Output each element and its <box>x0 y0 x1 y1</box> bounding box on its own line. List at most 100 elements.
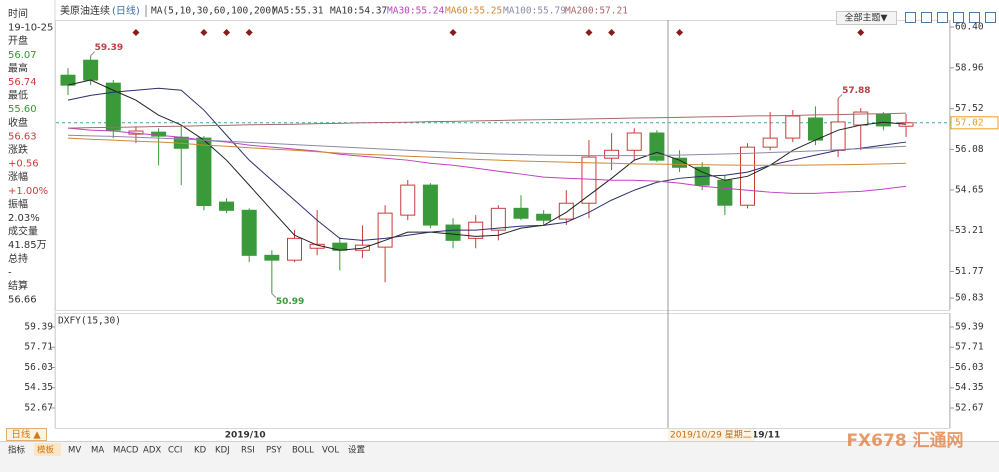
candle-body <box>762 137 778 148</box>
info-value: 56.66 <box>8 295 37 306</box>
candle-body <box>717 179 733 206</box>
toolbar-tab[interactable]: 指标 <box>8 445 26 456</box>
toolbar-tab[interactable]: RSI <box>241 446 255 456</box>
event-marker <box>585 29 593 36</box>
x-tick-label: 19/11 <box>752 431 780 441</box>
extreme-label: 59.39 <box>95 43 123 53</box>
candle-body <box>626 132 642 151</box>
ma-line <box>67 87 907 241</box>
sub-indicator-name: DXFY(15,30) <box>58 316 121 327</box>
toolbar-icons <box>905 12 996 23</box>
event-marker <box>676 29 684 36</box>
toolbar-tab[interactable]: 设置 <box>348 445 366 456</box>
info-value: 19-10-25 <box>8 23 53 34</box>
icon[interactable] <box>905 12 916 23</box>
info-label: 开盘 <box>8 34 28 47</box>
info-value: - <box>8 267 12 278</box>
candle-body <box>196 137 212 206</box>
icon[interactable] <box>937 12 948 23</box>
ma-line <box>67 79 907 251</box>
info-value: 56.74 <box>8 77 37 88</box>
toolbar-tab[interactable]: MACD <box>113 446 139 456</box>
info-label: 涨跌 <box>8 143 28 156</box>
theme-button-label[interactable]: 全部主题▼ <box>845 12 888 24</box>
info-label: 成交量 <box>8 225 38 238</box>
cursor-label: 2019/10/29 星期二 <box>670 430 752 441</box>
candle-body <box>513 207 529 219</box>
candle-body <box>581 156 597 204</box>
legend-entry: MA10:54.37 <box>330 6 387 17</box>
toolbar-tab[interactable]: CCI <box>168 446 182 456</box>
theme-button[interactable] <box>836 11 897 25</box>
icon[interactable] <box>953 12 964 23</box>
y-tick-label: 59.39 <box>955 321 984 332</box>
info-value: 56.07 <box>8 50 37 61</box>
x-tick-label: 2019/10 <box>225 431 266 441</box>
candle-body <box>287 237 302 261</box>
candle-body <box>604 149 620 159</box>
y-tick-label: 56.03 <box>955 362 984 373</box>
cursor-label-bg <box>668 429 754 441</box>
y-tick-label: 51.77 <box>955 266 984 277</box>
period-button[interactable] <box>6 428 47 441</box>
tab-selected-bg <box>34 443 61 456</box>
candle-body <box>264 254 280 261</box>
toolbar-tab[interactable]: KDJ <box>215 446 230 456</box>
event-marker <box>857 29 865 36</box>
candle-body <box>105 82 121 131</box>
extreme-label: 50.99 <box>276 297 304 307</box>
event-marker <box>245 29 253 36</box>
y-tick-label: 58.96 <box>955 62 984 73</box>
extreme-pointer <box>271 293 277 298</box>
toolbar-tab[interactable]: KD <box>194 446 207 456</box>
info-value: +0.56 <box>8 159 39 170</box>
period-button-label[interactable]: 日线 ▲ <box>11 429 41 441</box>
info-label: 结算 <box>8 279 28 292</box>
info-label: 总持 <box>8 252 28 265</box>
ma-line <box>67 134 907 157</box>
info-value: 55.60 <box>8 104 37 115</box>
y-tick-label: 57.52 <box>955 103 984 114</box>
info-label: 涨幅 <box>8 170 28 183</box>
ma-line <box>67 112 907 129</box>
y-tick-label: 53.21 <box>955 225 984 236</box>
event-marker <box>449 29 457 36</box>
current-price-label: 57.02 <box>955 117 984 128</box>
event-marker <box>608 29 616 36</box>
legend-entry: MA60:55.25 <box>445 6 502 17</box>
y-tick-label: 57.71 <box>955 342 984 353</box>
icon[interactable] <box>969 12 980 23</box>
info-label: 时间 <box>8 7 28 20</box>
event-marker <box>132 29 140 36</box>
candle-body <box>649 132 665 161</box>
y-tick-label: 54.35 <box>955 382 984 393</box>
info-label: 收盘 <box>8 116 28 129</box>
legend-entry: MA30:55.24 <box>387 6 444 17</box>
toolbar-bg <box>0 441 999 472</box>
toolbar-tab[interactable]: ADX <box>143 446 161 456</box>
toolbar-tab[interactable]: 模板 <box>37 445 55 456</box>
toolbar-tab[interactable]: PSY <box>266 446 283 456</box>
toolbar-tab[interactable]: MV <box>68 446 81 456</box>
info-label: 最高 <box>8 61 28 74</box>
y-tick-label: 60.40 <box>955 22 984 33</box>
y-tick-label-left: 59.39 <box>24 321 53 332</box>
icon[interactable] <box>921 12 932 23</box>
toolbar-tab[interactable]: BOLL <box>292 446 314 456</box>
legend-entry: MA100:55.79 <box>503 6 566 17</box>
toolbar-tab[interactable]: VOL <box>322 446 339 456</box>
candle-body <box>672 157 688 168</box>
icon[interactable] <box>985 12 996 23</box>
toolbar-tab[interactable]: MA <box>91 446 104 456</box>
candle-body <box>558 202 574 220</box>
watermark: FX678 汇通网 <box>846 431 963 451</box>
candle-body <box>785 115 801 139</box>
legend-entry: MA200:57.21 <box>565 6 628 17</box>
candle-body <box>807 117 823 141</box>
candle-body <box>490 207 506 231</box>
candle-body <box>83 59 99 81</box>
indicator-name: MA(5,10,30,60,100,200) <box>151 6 277 17</box>
